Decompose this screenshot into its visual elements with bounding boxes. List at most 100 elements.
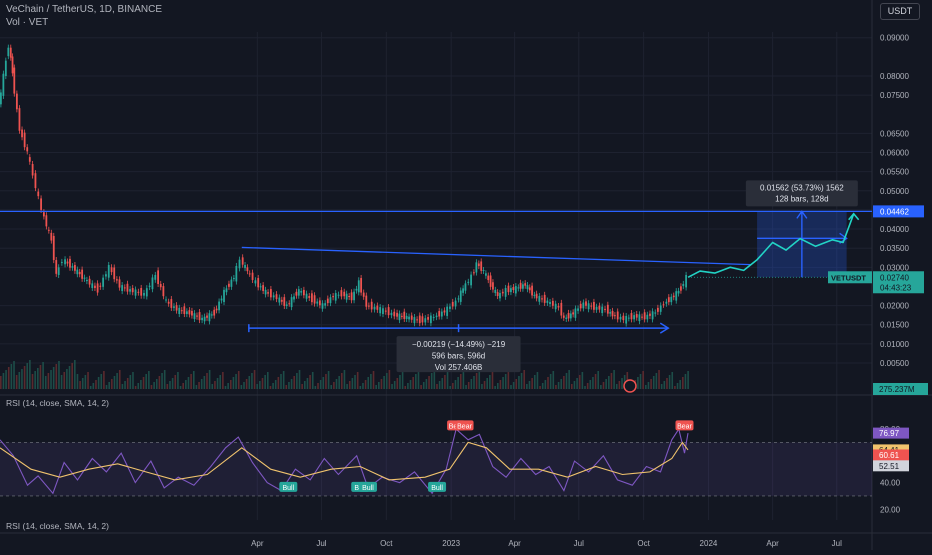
candle-body: [672, 295, 675, 298]
candle-body: [611, 310, 614, 317]
volume-bar: [322, 377, 325, 389]
candle-body: [670, 296, 673, 303]
rsi-axis-tick: 40.00: [880, 479, 901, 488]
candle-body: [66, 261, 69, 264]
candle-body: [367, 305, 370, 307]
volume-bar: [158, 376, 161, 389]
target-measure-arrowhead: [796, 210, 808, 219]
volume-bar: [639, 374, 642, 389]
last-price-text: 0.02740: [880, 273, 909, 282]
volume-bar: [584, 386, 586, 389]
price-axis-tick: 0.00500: [880, 359, 909, 368]
price-axis-tick: 0.03000: [880, 263, 909, 272]
candle-body: [376, 305, 379, 310]
candle-body: [590, 305, 593, 307]
volume-bar: [385, 373, 388, 389]
candle-body: [464, 283, 467, 291]
candle-body: [646, 314, 649, 320]
candle-body: [123, 287, 126, 289]
candle-body: [9, 47, 12, 58]
volume-bar: [576, 378, 578, 389]
volume-bar: [26, 363, 29, 389]
candle-body: [685, 274, 687, 288]
volume-bar: [140, 380, 142, 389]
volume-bar: [399, 375, 401, 389]
candle-body: [477, 263, 480, 267]
volume-bar: [364, 380, 367, 389]
price-gridlines: [0, 37, 872, 364]
quote-currency-badge[interactable]: USDT: [880, 3, 920, 20]
candle-body: [267, 292, 269, 294]
volume-bar: [568, 370, 570, 389]
candle-body: [295, 291, 298, 296]
candle-body: [510, 288, 512, 293]
candle-body: [459, 290, 462, 302]
time-axis-tick: Oct: [380, 539, 393, 548]
candle-body: [421, 316, 424, 323]
price-axis-tick: 0.07500: [880, 91, 909, 100]
volume-bar: [676, 383, 679, 389]
volume-bar: [232, 377, 235, 389]
volume-bar: [613, 370, 615, 389]
candle-body: [440, 311, 443, 317]
candle-body: [2, 73, 5, 96]
candle-body: [677, 290, 680, 294]
price-axis-tick: 0.06000: [880, 149, 909, 158]
volume-bar: [526, 384, 528, 389]
volume-bar: [243, 382, 245, 389]
symbol-badge: [828, 271, 872, 284]
candle-body: [170, 299, 173, 308]
volume-bar: [169, 381, 171, 389]
volume-bar: [0, 376, 2, 389]
volume-bar: [325, 374, 327, 389]
volume-bar: [18, 372, 21, 389]
volume-bar: [129, 375, 132, 389]
candle-body: [549, 302, 551, 305]
candle-body: [350, 292, 353, 301]
volume-bar: [533, 375, 536, 389]
volume-bar: [187, 377, 190, 389]
candle-body: [418, 315, 421, 324]
candle-body: [275, 294, 278, 300]
candle-body: [0, 92, 2, 105]
volume-bar: [356, 372, 359, 389]
volume-bar: [23, 366, 26, 389]
volume-bar: [298, 370, 301, 389]
candle-body: [560, 302, 563, 316]
candle-body: [562, 315, 565, 318]
volume-bar: [444, 375, 446, 389]
volume-bar: [348, 381, 351, 389]
candle-body: [26, 147, 29, 152]
candle-body: [140, 287, 143, 296]
candle-body: [538, 296, 541, 302]
volume-bar: [256, 384, 259, 389]
volume-bar: [684, 374, 687, 389]
volume-bar: [259, 381, 261, 389]
volume-bar: [190, 374, 192, 389]
volume-bar: [486, 378, 489, 389]
candle-body: [308, 296, 311, 298]
candle-body: [18, 108, 21, 131]
volume-bar: [74, 360, 76, 389]
candle-body: [316, 301, 319, 304]
volume-bar: [274, 380, 277, 389]
candle-body: [208, 313, 211, 322]
volume-bar: [29, 360, 31, 389]
candle-body: [416, 319, 418, 321]
volume-bar: [317, 383, 319, 389]
candle-body: [118, 279, 121, 288]
volume-bar: [60, 375, 63, 389]
candle-body: [572, 312, 575, 315]
volume-bar: [457, 377, 459, 389]
candle-body: [21, 129, 23, 138]
price-axis-tick: 0.03500: [880, 244, 909, 253]
target-measure-text: 128 bars, 128d: [775, 194, 828, 203]
volume-bar: [666, 378, 668, 389]
candle-body: [574, 308, 577, 318]
candle-body: [451, 301, 454, 307]
candle-body: [223, 289, 225, 303]
candle-body: [360, 278, 363, 293]
volume-bar: [415, 374, 417, 389]
candle-body: [175, 305, 178, 311]
